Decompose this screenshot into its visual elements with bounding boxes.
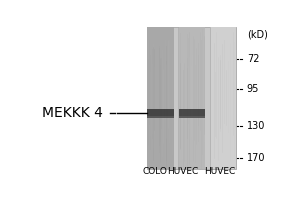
- Bar: [147, 27, 174, 169]
- Bar: [178, 116, 206, 118]
- Bar: [178, 109, 206, 118]
- Bar: [178, 27, 206, 169]
- Text: 72: 72: [247, 54, 259, 64]
- Text: COLO: COLO: [142, 167, 167, 176]
- Text: HUVEC: HUVEC: [204, 167, 236, 176]
- Bar: [147, 109, 174, 118]
- Bar: [147, 27, 236, 169]
- Text: 95: 95: [247, 84, 259, 94]
- Bar: [210, 27, 236, 169]
- Text: 130: 130: [247, 121, 265, 131]
- Text: MEKKK 4: MEKKK 4: [42, 106, 103, 120]
- Text: HUVEC: HUVEC: [167, 167, 198, 176]
- Text: (kD): (kD): [247, 30, 268, 40]
- Text: 170: 170: [247, 153, 265, 163]
- Bar: [147, 116, 174, 118]
